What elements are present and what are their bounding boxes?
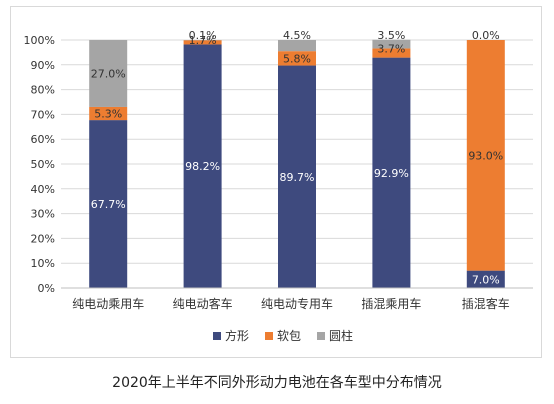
x-category-label: 插混客车 [462,296,510,311]
x-category-label: 插混乘用车 [361,296,421,311]
bar-segment-软包 [89,106,128,121]
legend-swatch [265,332,273,340]
bar-segment-方形 [466,270,505,288]
data-label: 89.7% [280,171,315,184]
bar-segment-方形 [183,44,222,288]
y-tick-label: 60% [31,133,55,146]
data-label: 0.1% [189,29,217,42]
x-axis: 纯电动乘用车 纯电动客车 纯电动专用车 插混乘用车 插混客车 [61,287,533,311]
data-label: 92.9% [374,167,409,180]
data-label: 7.0% [472,273,500,286]
bar-segment-方形 [89,120,128,288]
bar-segment-软包 [466,40,505,271]
bar-segment-圆柱 [278,40,316,52]
y-tick-label: 70% [31,108,55,121]
legend-swatch [317,332,325,340]
data-label: 67.7% [91,198,126,211]
data-label: 0.0% [472,29,500,42]
legend-entry: 软包 [277,329,301,343]
data-labels: 67.7% 5.3% 27.0% 98.2% 1.7%0.1% 89.7% 5.8% 4.5%… [91,29,504,287]
data-label: 98.2% [185,160,220,173]
data-label: 93.0% [468,149,503,162]
y-tick-label: 100% [24,34,55,47]
data-label: 1.7% [189,34,217,47]
y-tick-label: 10% [31,257,55,270]
bar-segment-圆柱 [372,39,411,49]
data-label: 3.7% [377,42,405,55]
data-label: 5.3% [94,108,122,121]
legend: 方形 软包 圆柱 [213,328,353,343]
chart-caption: 2020年上半年不同外形动力电池在各车型中分布情况 [112,375,442,391]
x-category-label: 纯电动专用车 [261,296,333,311]
y-tick-label: 50% [31,158,55,171]
y-tick-label: 40% [31,183,55,196]
x-category-label: 纯电动乘用车 [72,296,144,311]
bars [89,39,505,288]
bar-segment-软包 [278,51,316,66]
data-label: 5.8% [283,52,311,65]
bar-segment-方形 [278,65,316,288]
y-tick-label: 20% [31,232,55,245]
data-label: 3.5% [377,29,405,42]
bar-segment-软包 [183,40,222,45]
legend-swatch [213,332,221,340]
y-tick-label: 80% [31,84,55,97]
legend-entry: 圆柱 [329,328,353,343]
y-axis: 0% 10% 20% 30% 40% 50% 60% 70% 80% 90% 100% [24,34,55,295]
y-tick-label: 0% [38,282,55,295]
stacked-bar-chart: 0% 10% 20% 30% 40% 50% 60% 70% 80% 90% 100% 67.7% 5… [24,29,533,343]
bar-segment-圆柱 [89,40,128,107]
data-label: 4.5% [283,29,311,42]
data-label: 27.0% [91,67,126,80]
chart-frame: 0% 10% 20% 30% 40% 50% 60% 70% 80% 90% 100% 67.7% 5… [10,6,542,358]
x-category-label: 纯电动客车 [173,296,233,311]
bar-segment-软包 [372,48,411,58]
bar-segment-方形 [372,57,411,288]
y-tick-label: 30% [31,208,55,221]
legend-entry: 方形 [225,328,249,343]
y-tick-label: 90% [31,59,55,72]
